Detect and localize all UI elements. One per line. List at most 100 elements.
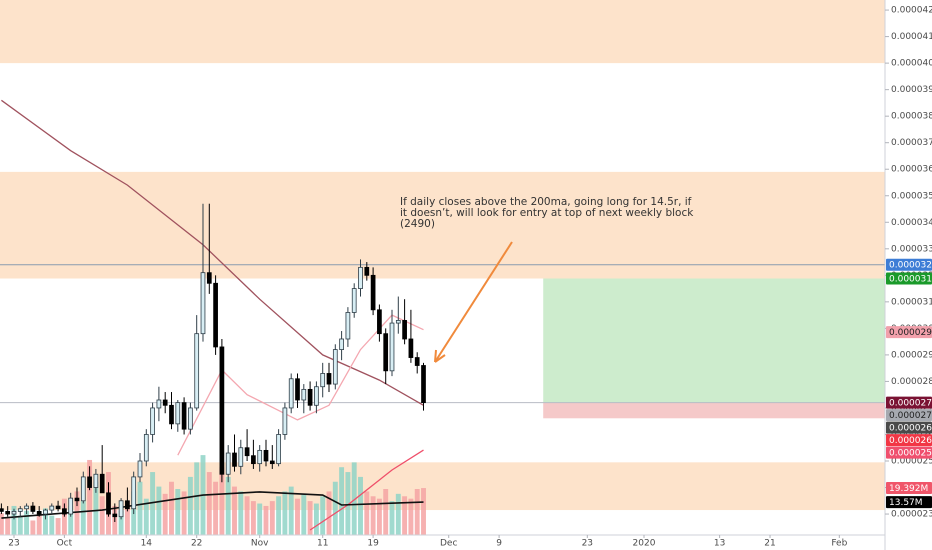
y-tick-label: 0.00002500 xyxy=(891,456,932,466)
candle-body xyxy=(263,449,269,462)
candle-body xyxy=(358,266,363,289)
volume-bar xyxy=(181,491,187,535)
candle-body xyxy=(332,349,338,385)
candle-body xyxy=(251,455,256,465)
volume-bar xyxy=(276,496,282,535)
y-tick-label: 0.00002900 xyxy=(891,350,932,360)
price-label xyxy=(886,434,932,447)
candle-body xyxy=(225,452,231,475)
candle-body xyxy=(99,473,105,494)
volume-bar xyxy=(288,486,294,535)
volume-bar xyxy=(395,493,401,535)
volume-bar xyxy=(219,467,225,535)
volume-bar xyxy=(156,486,162,535)
price-label-text: 0.00002695 xyxy=(889,424,932,434)
candle-body xyxy=(219,346,225,475)
price-label xyxy=(886,409,932,422)
volume-bar xyxy=(80,501,86,535)
candle-body xyxy=(320,373,326,388)
candle-body xyxy=(276,434,281,465)
candle-body xyxy=(125,500,130,510)
y-tick-label: 0.00002800 xyxy=(891,377,932,387)
price-label xyxy=(886,421,932,434)
candle-body xyxy=(106,492,111,515)
volume-bar xyxy=(194,462,200,535)
volume-bar xyxy=(307,501,313,535)
x-tick-label: 13 xyxy=(714,539,725,549)
volume-bar xyxy=(383,489,389,535)
candle-body xyxy=(118,500,124,518)
volume-bar xyxy=(55,518,61,535)
candle-body xyxy=(364,266,370,276)
volume-bar xyxy=(11,505,17,535)
candle-body xyxy=(206,272,212,284)
price-label-text: 0.00002661 xyxy=(889,436,932,446)
y-tick-label: 0.00004000 xyxy=(891,59,932,69)
axis-layer: 0.00004200 0.00004100 0.00004000 0.00003900… xyxy=(8,6,932,549)
candle-body xyxy=(326,373,332,385)
y-tick-label: 0.00004100 xyxy=(891,32,932,42)
x-tick-label: 9 xyxy=(496,539,502,549)
candle-body xyxy=(11,510,17,515)
volume-bar xyxy=(213,481,219,535)
price-label xyxy=(886,272,932,285)
candle-body xyxy=(181,402,187,430)
y-tick-label: 0.00003700 xyxy=(891,138,932,148)
volume-bar xyxy=(402,496,408,535)
price-label xyxy=(886,258,932,271)
y-tick-label: 0.00003500 xyxy=(891,191,932,201)
x-tick-label: 21 xyxy=(764,539,775,549)
price-label-text: 0.00002720 xyxy=(889,399,932,409)
volume-bar xyxy=(87,459,93,535)
volume-bar xyxy=(24,510,30,535)
volume-bar xyxy=(295,498,300,535)
indicator-layer xyxy=(1,99,424,531)
volume-bar xyxy=(162,493,168,535)
y-tick-label: 0.00003100 xyxy=(891,297,932,307)
candle-layer xyxy=(0,203,426,523)
candle-body xyxy=(49,505,55,511)
volume-bar xyxy=(389,501,395,535)
background-layer xyxy=(0,0,885,511)
volume-bar xyxy=(30,520,36,535)
price-label-text: 0.00003240 xyxy=(889,261,932,271)
price-label-text: 0.00002986 xyxy=(889,328,932,338)
volume-bar xyxy=(339,467,345,535)
candle-body xyxy=(188,407,193,430)
x-tick-label: 14 xyxy=(141,539,153,549)
x-tick-label: Feb xyxy=(831,539,847,549)
y-tick-label: 0.00003800 xyxy=(891,112,932,122)
annotation: If daily closes above the 200ma, going l… xyxy=(400,197,693,230)
candle-body xyxy=(370,274,376,311)
volume-bar xyxy=(332,481,338,535)
volume-bar xyxy=(421,488,426,535)
volume-bar xyxy=(124,501,130,535)
candle-body xyxy=(395,320,401,324)
volume-bar xyxy=(143,498,149,535)
candle-body xyxy=(17,508,23,512)
candle-body xyxy=(414,357,420,366)
price-label-text: 0.00002705 xyxy=(889,411,932,421)
volume-bar xyxy=(326,491,332,535)
candle-body xyxy=(307,388,313,406)
moving-average xyxy=(1,99,424,406)
price-label xyxy=(886,396,932,409)
supply-demand-zone xyxy=(0,0,885,64)
candle-body xyxy=(55,505,61,510)
volume-bar xyxy=(5,518,11,535)
volume-bar xyxy=(370,496,376,535)
price-label-text: 19.392M xyxy=(889,484,928,494)
candle-body xyxy=(257,449,263,465)
candle-body xyxy=(74,497,80,502)
candle-body xyxy=(213,282,218,348)
candle-body xyxy=(5,510,11,515)
y-tick-label: 0.00003900 xyxy=(891,85,932,95)
candle-body xyxy=(112,513,118,518)
candle-body xyxy=(175,402,181,425)
volume-bar xyxy=(68,505,74,535)
candle-body xyxy=(194,333,200,409)
moving-average xyxy=(177,314,424,456)
candle-body xyxy=(162,399,168,406)
volume-bar xyxy=(408,498,414,535)
volume-bar xyxy=(49,515,55,535)
